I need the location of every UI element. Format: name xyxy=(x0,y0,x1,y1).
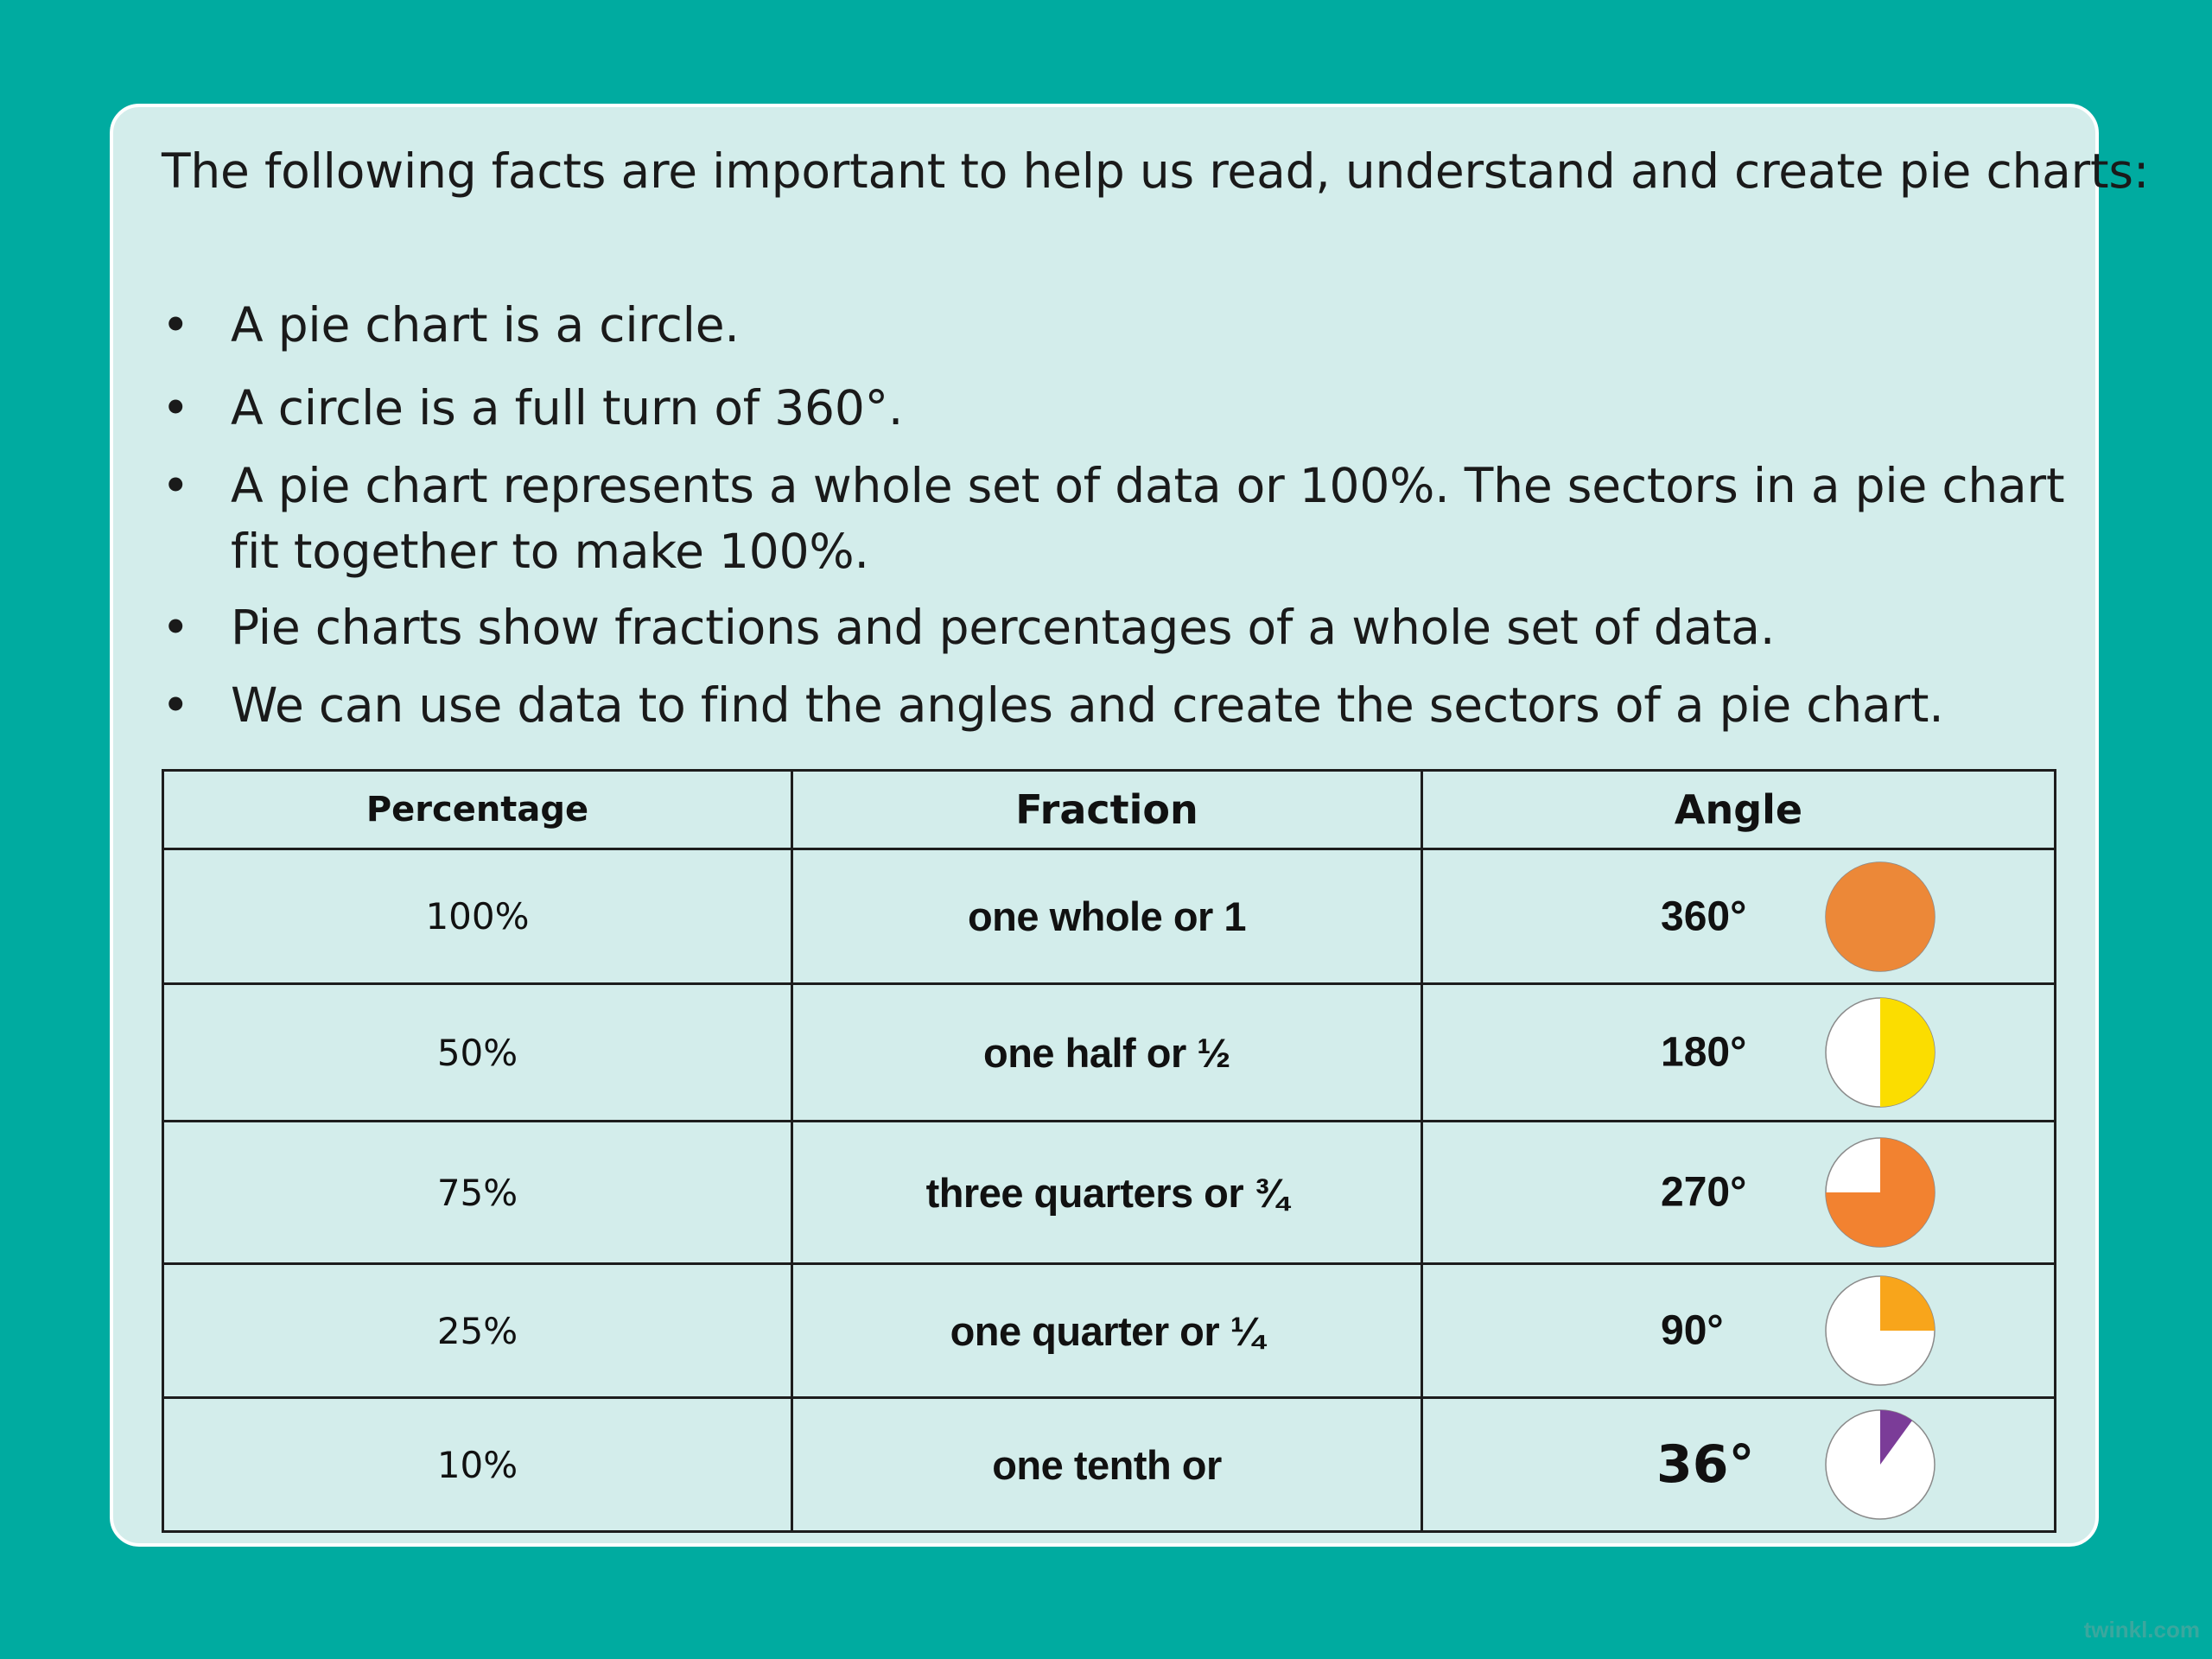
angle-cell: 36° xyxy=(1421,1396,2056,1533)
bullet-icon: • xyxy=(162,458,190,513)
angle-cell: 90° xyxy=(1421,1262,2056,1399)
fraction-cell: one tenth or xyxy=(791,1396,1423,1533)
table-row: 10% one tenth or 36° xyxy=(162,1396,2056,1533)
pie-icon-quarter xyxy=(1825,1275,1936,1386)
intro-text: The following facts are important to hel… xyxy=(162,143,2150,199)
header-angle: Angle xyxy=(1421,769,2056,850)
fraction-cell: one whole or 1 xyxy=(791,848,1423,985)
fact-text: We can use data to find the angles and c… xyxy=(231,677,1944,733)
table-header-row: Percentage Fraction Angle xyxy=(162,769,2056,850)
watermark-text: twinkl.com xyxy=(2083,1617,2200,1643)
fraction-cell: one quarter or ¼ xyxy=(791,1262,1423,1399)
fact-text: A pie chart represents a whole set of da… xyxy=(231,458,2065,579)
percentage-cell: 25% xyxy=(162,1262,793,1399)
table-row: 25% one quarter or ¼ 90° xyxy=(162,1262,2056,1399)
header-fraction: Fraction xyxy=(791,769,1423,850)
percentage-cell: 10% xyxy=(162,1396,793,1533)
pie-sector xyxy=(1880,998,1935,1107)
angle-cell: 180° xyxy=(1421,982,2056,1122)
percentage-cell: 100% xyxy=(162,848,793,985)
pie-icon-half xyxy=(1825,997,1936,1108)
pie-sector xyxy=(1880,1410,1913,1465)
fact-text: Pie charts show fractions and percentage… xyxy=(231,600,1776,655)
pie-icon-full xyxy=(1825,861,1936,972)
fact-text: A pie chart is a circle. xyxy=(231,297,740,353)
fraction-cell: three quarters or ¾ xyxy=(791,1120,1423,1265)
pie-facts-table: Percentage Fraction Angle 100% one whole… xyxy=(162,769,2056,1533)
angle-value: 180° xyxy=(1661,1029,1747,1076)
fact-text: A circle is a full turn of 360°. xyxy=(231,380,904,435)
pie-icon-three-quarters xyxy=(1825,1137,1936,1248)
angle-value: 90° xyxy=(1661,1307,1724,1354)
angle-value: 36° xyxy=(1656,1434,1755,1495)
header-percentage: Percentage xyxy=(162,769,793,850)
table-row: 75% three quarters or ¾ 270° xyxy=(162,1120,2056,1265)
angle-value: 270° xyxy=(1661,1169,1747,1216)
pie-sector xyxy=(1826,861,1935,971)
angle-value: 360° xyxy=(1661,893,1747,939)
table-row: 50% one half or ½ 180° xyxy=(162,982,2056,1122)
pie-sector xyxy=(1826,1138,1935,1247)
pie-icon-tenth xyxy=(1825,1409,1936,1520)
table-row: 100% one whole or 1 360° xyxy=(162,848,2056,985)
percentage-cell: 50% xyxy=(162,982,793,1122)
fraction-cell: one half or ½ xyxy=(791,982,1423,1122)
angle-cell: 270° xyxy=(1421,1120,2056,1265)
bullet-icon: • xyxy=(162,380,190,435)
percentage-cell: 75% xyxy=(162,1120,793,1265)
angle-cell: 360° xyxy=(1421,848,2056,985)
pie-sector xyxy=(1880,1276,1935,1331)
bullet-icon: • xyxy=(162,297,190,353)
bullet-icon: • xyxy=(162,677,190,733)
bullet-icon: • xyxy=(162,600,190,655)
